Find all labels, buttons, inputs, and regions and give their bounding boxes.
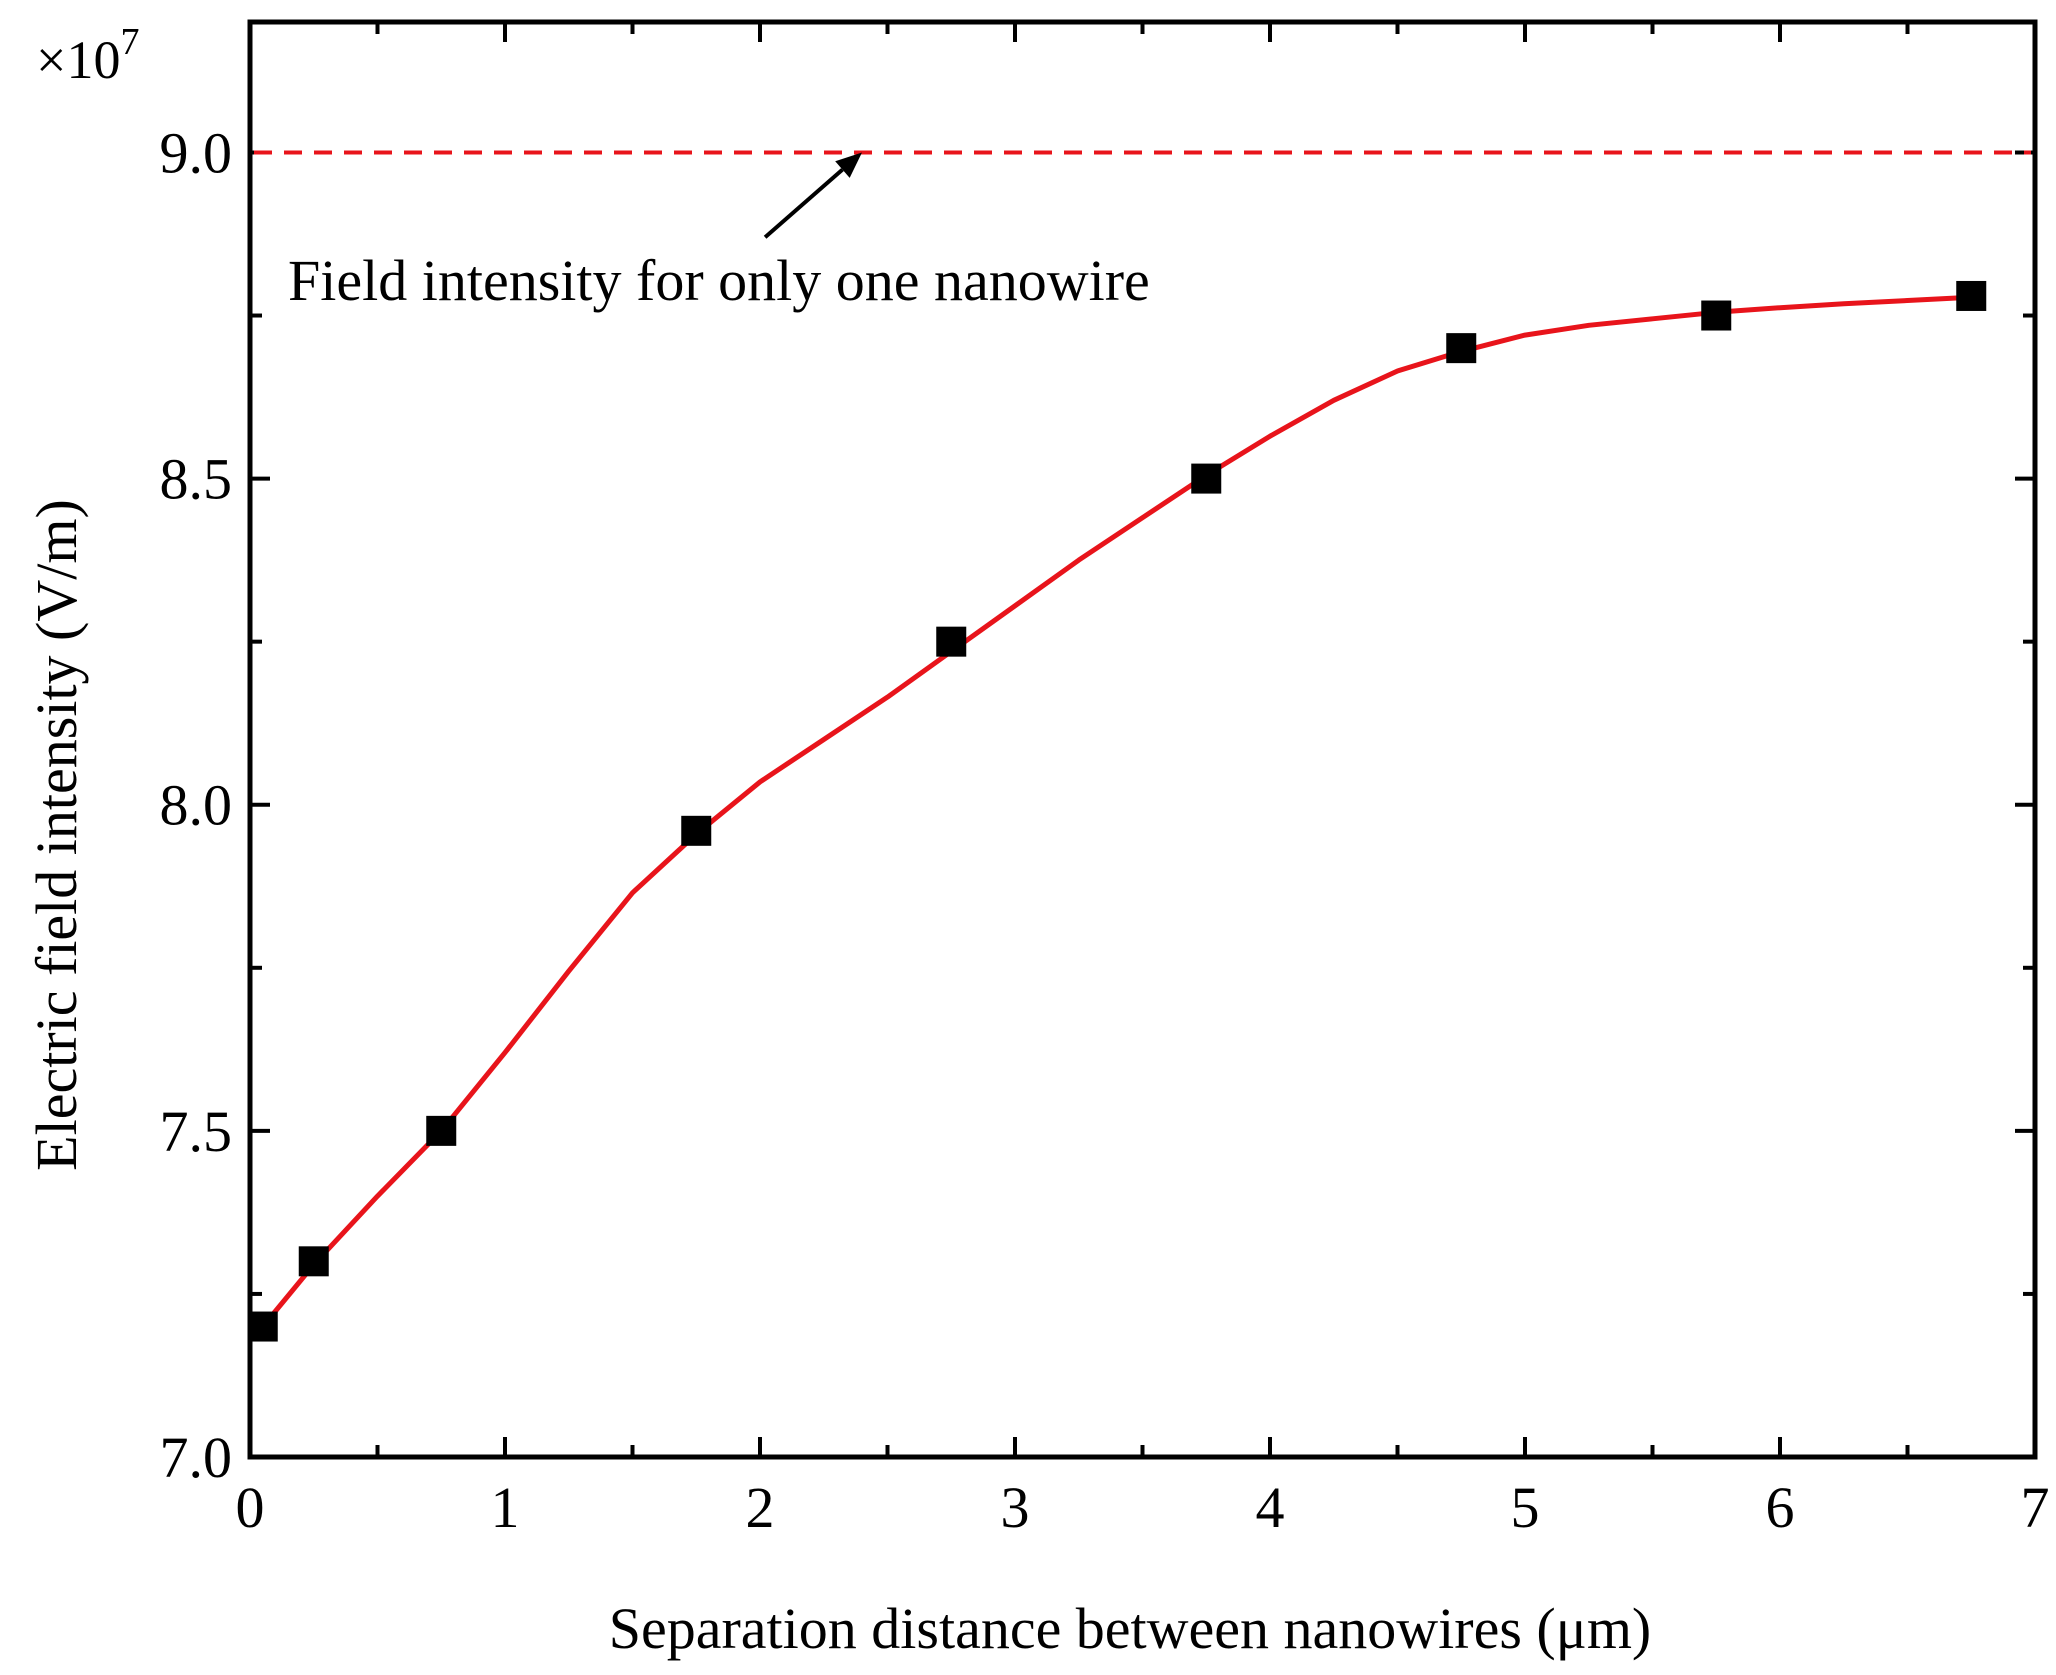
- data-point: [1191, 463, 1222, 494]
- y-tick-label: 7.0: [160, 1425, 233, 1490]
- data-point: [1956, 280, 1987, 311]
- annotation-arrow: [763, 168, 844, 239]
- x-tick-label: 2: [746, 1475, 775, 1540]
- x-tick-label: 0: [236, 1475, 265, 1540]
- x-tick-label: 1: [491, 1475, 520, 1540]
- curve-layer: [260, 294, 1974, 1329]
- x-tick-label: 3: [1001, 1475, 1030, 1540]
- chart-ticks: [248, 22, 2037, 1459]
- y-tick-label: 9.0: [160, 120, 233, 185]
- x-tick-label: 6: [1766, 1475, 1795, 1540]
- annotation-text: Field intensity for only one nanowire: [288, 248, 1150, 313]
- plot-frame: [247, 19, 2038, 1460]
- label-layer: 0 1 2 3 4 5 6 7 7.0 7.5 8.0 8.5 9.0: [160, 120, 2050, 1540]
- marker-layer: [247, 280, 1987, 1342]
- data-point: [247, 1311, 278, 1342]
- data-point: [936, 626, 967, 657]
- data-point: [426, 1115, 457, 1146]
- x-tick-label: 5: [1511, 1475, 1540, 1540]
- y-axis-title: Electric field intensity (V/m): [24, 499, 89, 1171]
- x-tick-label: 4: [1256, 1475, 1285, 1540]
- data-point: [1446, 333, 1477, 364]
- y-tick-label: 8.0: [160, 773, 233, 838]
- x-tick-label: 7: [2021, 1475, 2050, 1540]
- x-axis-title: Separation distance between nanowires (μ…: [609, 1596, 1652, 1661]
- fit-curve: [260, 294, 1974, 1329]
- y-multiplier-exponent: 7: [120, 21, 139, 63]
- annotation-arrowhead: [835, 152, 862, 178]
- y-multiplier-base: ×10: [36, 30, 120, 90]
- data-point: [1701, 300, 1732, 331]
- data-point: [298, 1246, 329, 1277]
- y-tick-label: 7.5: [160, 1099, 233, 1164]
- y-tick-label: 8.5: [160, 447, 233, 512]
- data-point: [681, 815, 712, 846]
- y-multiplier: ×107: [36, 21, 139, 90]
